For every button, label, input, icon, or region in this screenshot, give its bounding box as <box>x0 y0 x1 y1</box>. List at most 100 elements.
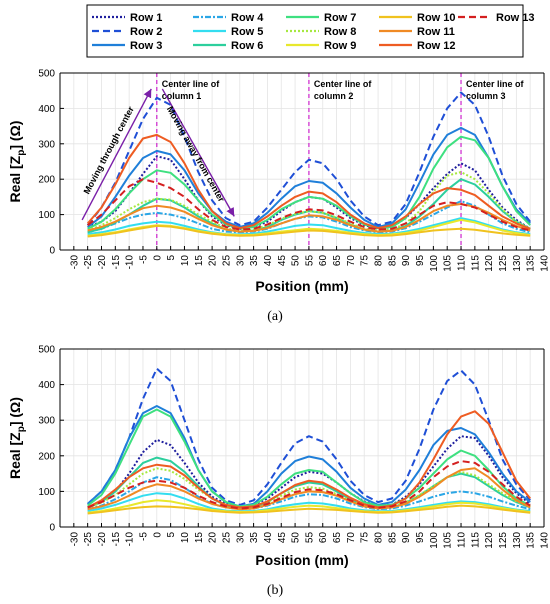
x-tick-label: 135 <box>526 532 537 549</box>
series-line-row-6 <box>87 456 531 510</box>
x-tick-label: 50 <box>291 532 302 544</box>
x-tick-label: 25 <box>221 532 232 544</box>
center-line-label: Center line of <box>466 79 525 89</box>
legend-label: Row 8 <box>324 26 356 38</box>
y-tick-label: 200 <box>38 451 55 462</box>
x-tick-label: 135 <box>526 255 537 272</box>
series-line-row-3 <box>87 126 531 228</box>
y-tick-label: 0 <box>49 523 55 534</box>
series-line-row-7 <box>87 135 531 230</box>
series-line-row-5 <box>87 217 531 236</box>
x-tick-label: 5 <box>166 255 177 261</box>
y-tick-label: 100 <box>38 210 55 221</box>
x-tick-label: 10 <box>180 255 191 267</box>
series-line-row-3 <box>87 405 531 508</box>
x-tick-label: 115 <box>470 255 481 271</box>
x-tick-label: 105 <box>443 532 454 549</box>
series-line-row-13 <box>87 178 531 232</box>
series-line-row-4 <box>87 476 531 511</box>
legend-item: Row 6 <box>193 40 263 52</box>
annotation-arrow <box>81 88 152 221</box>
x-tick-label: 120 <box>484 532 495 549</box>
x-tick-label: 110 <box>457 255 468 271</box>
y-axis-title-subscript: p <box>16 150 27 156</box>
y-tick-label: 500 <box>38 69 55 80</box>
x-tick-label: 65 <box>332 255 343 267</box>
panel-label: (a) <box>267 309 283 324</box>
x-tick-label: 0 <box>152 532 163 538</box>
legend-item: Row 2 <box>92 26 162 38</box>
legend-label: Row 4 <box>231 12 264 24</box>
x-tick-label: 15 <box>194 532 205 544</box>
legend-label: Row 3 <box>130 40 162 52</box>
legend-label: Row 6 <box>231 40 263 52</box>
legend-item: Row 11 <box>379 26 455 38</box>
x-axis-title: Position (mm) <box>255 552 348 568</box>
x-tick-label: 50 <box>291 255 302 267</box>
legend-item: Row 12 <box>379 40 456 52</box>
x-tick-label: 55 <box>304 255 315 267</box>
annotation-arrow <box>161 88 235 217</box>
x-tick-label: 40 <box>263 255 274 267</box>
x-tick-label: 15 <box>194 255 205 267</box>
legend-label: Row 9 <box>324 40 356 52</box>
x-tick-label: 95 <box>415 255 426 267</box>
y-axis-title: Real [Zp] (Ω) <box>7 397 27 479</box>
x-tick-label: -5 <box>139 255 150 264</box>
x-tick-label: 70 <box>346 532 357 544</box>
series-line-row-11 <box>87 467 531 511</box>
legend-item: Row 5 <box>193 26 263 38</box>
x-tick-label: 35 <box>249 532 260 544</box>
series-line-row-8 <box>87 171 531 232</box>
x-tick-label: 100 <box>429 255 440 272</box>
legend-item: Row 1 <box>92 12 162 24</box>
x-tick-label: -20 <box>97 255 108 270</box>
legend-label: Row 10 <box>417 12 456 24</box>
x-tick-label: -15 <box>111 255 122 270</box>
legend-label: Row 1 <box>130 12 162 24</box>
series-line-row-10 <box>87 504 531 515</box>
chart-panel-a: Center line of column 1 Center line of colu… <box>7 69 550 325</box>
y-tick-label: 200 <box>38 175 55 186</box>
x-tick-label: 100 <box>429 532 440 549</box>
y-tick-label: 0 <box>49 246 55 257</box>
series-line-row-1 <box>87 435 531 509</box>
series-line-row-9 <box>87 499 531 514</box>
center-line-label: Center line of <box>314 79 373 89</box>
series-line-row-10 <box>87 224 531 238</box>
x-tick-label: 30 <box>235 255 246 267</box>
y-axis-title-unit: ] (Ω) <box>7 397 23 426</box>
y-tick-label: 300 <box>38 416 55 427</box>
y-tick-label: 500 <box>38 345 55 356</box>
x-tick-label: 45 <box>277 532 288 544</box>
x-tick-label: -25 <box>83 532 94 547</box>
y-tick-label: 400 <box>38 380 55 391</box>
x-tick-label: 40 <box>263 532 274 544</box>
x-axis-title: Position (mm) <box>255 278 348 294</box>
y-axis-title-unit: ] (Ω) <box>7 121 23 150</box>
legend-item: Row 10 <box>379 12 456 24</box>
x-tick-label: 5 <box>166 532 177 538</box>
x-tick-label: 140 <box>540 255 550 272</box>
x-tick-label: 85 <box>387 255 398 267</box>
y-axis-title-main: Real [Z <box>7 155 23 202</box>
x-tick-label: 60 <box>318 255 329 267</box>
center-line-label: column 2 <box>314 91 354 101</box>
x-tick-label: 95 <box>415 532 426 544</box>
x-tick-label: 80 <box>374 532 385 544</box>
legend-label: Row 2 <box>130 26 162 38</box>
legend-label: Row 5 <box>231 26 263 38</box>
x-tick-label: 130 <box>512 255 523 272</box>
legend-item: Row 13 <box>458 12 535 24</box>
series-line-row-2 <box>86 91 531 227</box>
x-tick-label: 120 <box>484 255 495 272</box>
y-axis-title-main: Real [Z <box>7 432 23 479</box>
x-tick-label: 90 <box>401 255 412 267</box>
x-tick-label: -30 <box>69 255 80 270</box>
x-tick-label: 75 <box>360 532 371 544</box>
y-tick-label: 400 <box>38 104 55 115</box>
x-tick-label: 105 <box>443 255 454 272</box>
x-tick-label: 20 <box>208 532 219 544</box>
x-tick-label: 85 <box>387 532 398 544</box>
